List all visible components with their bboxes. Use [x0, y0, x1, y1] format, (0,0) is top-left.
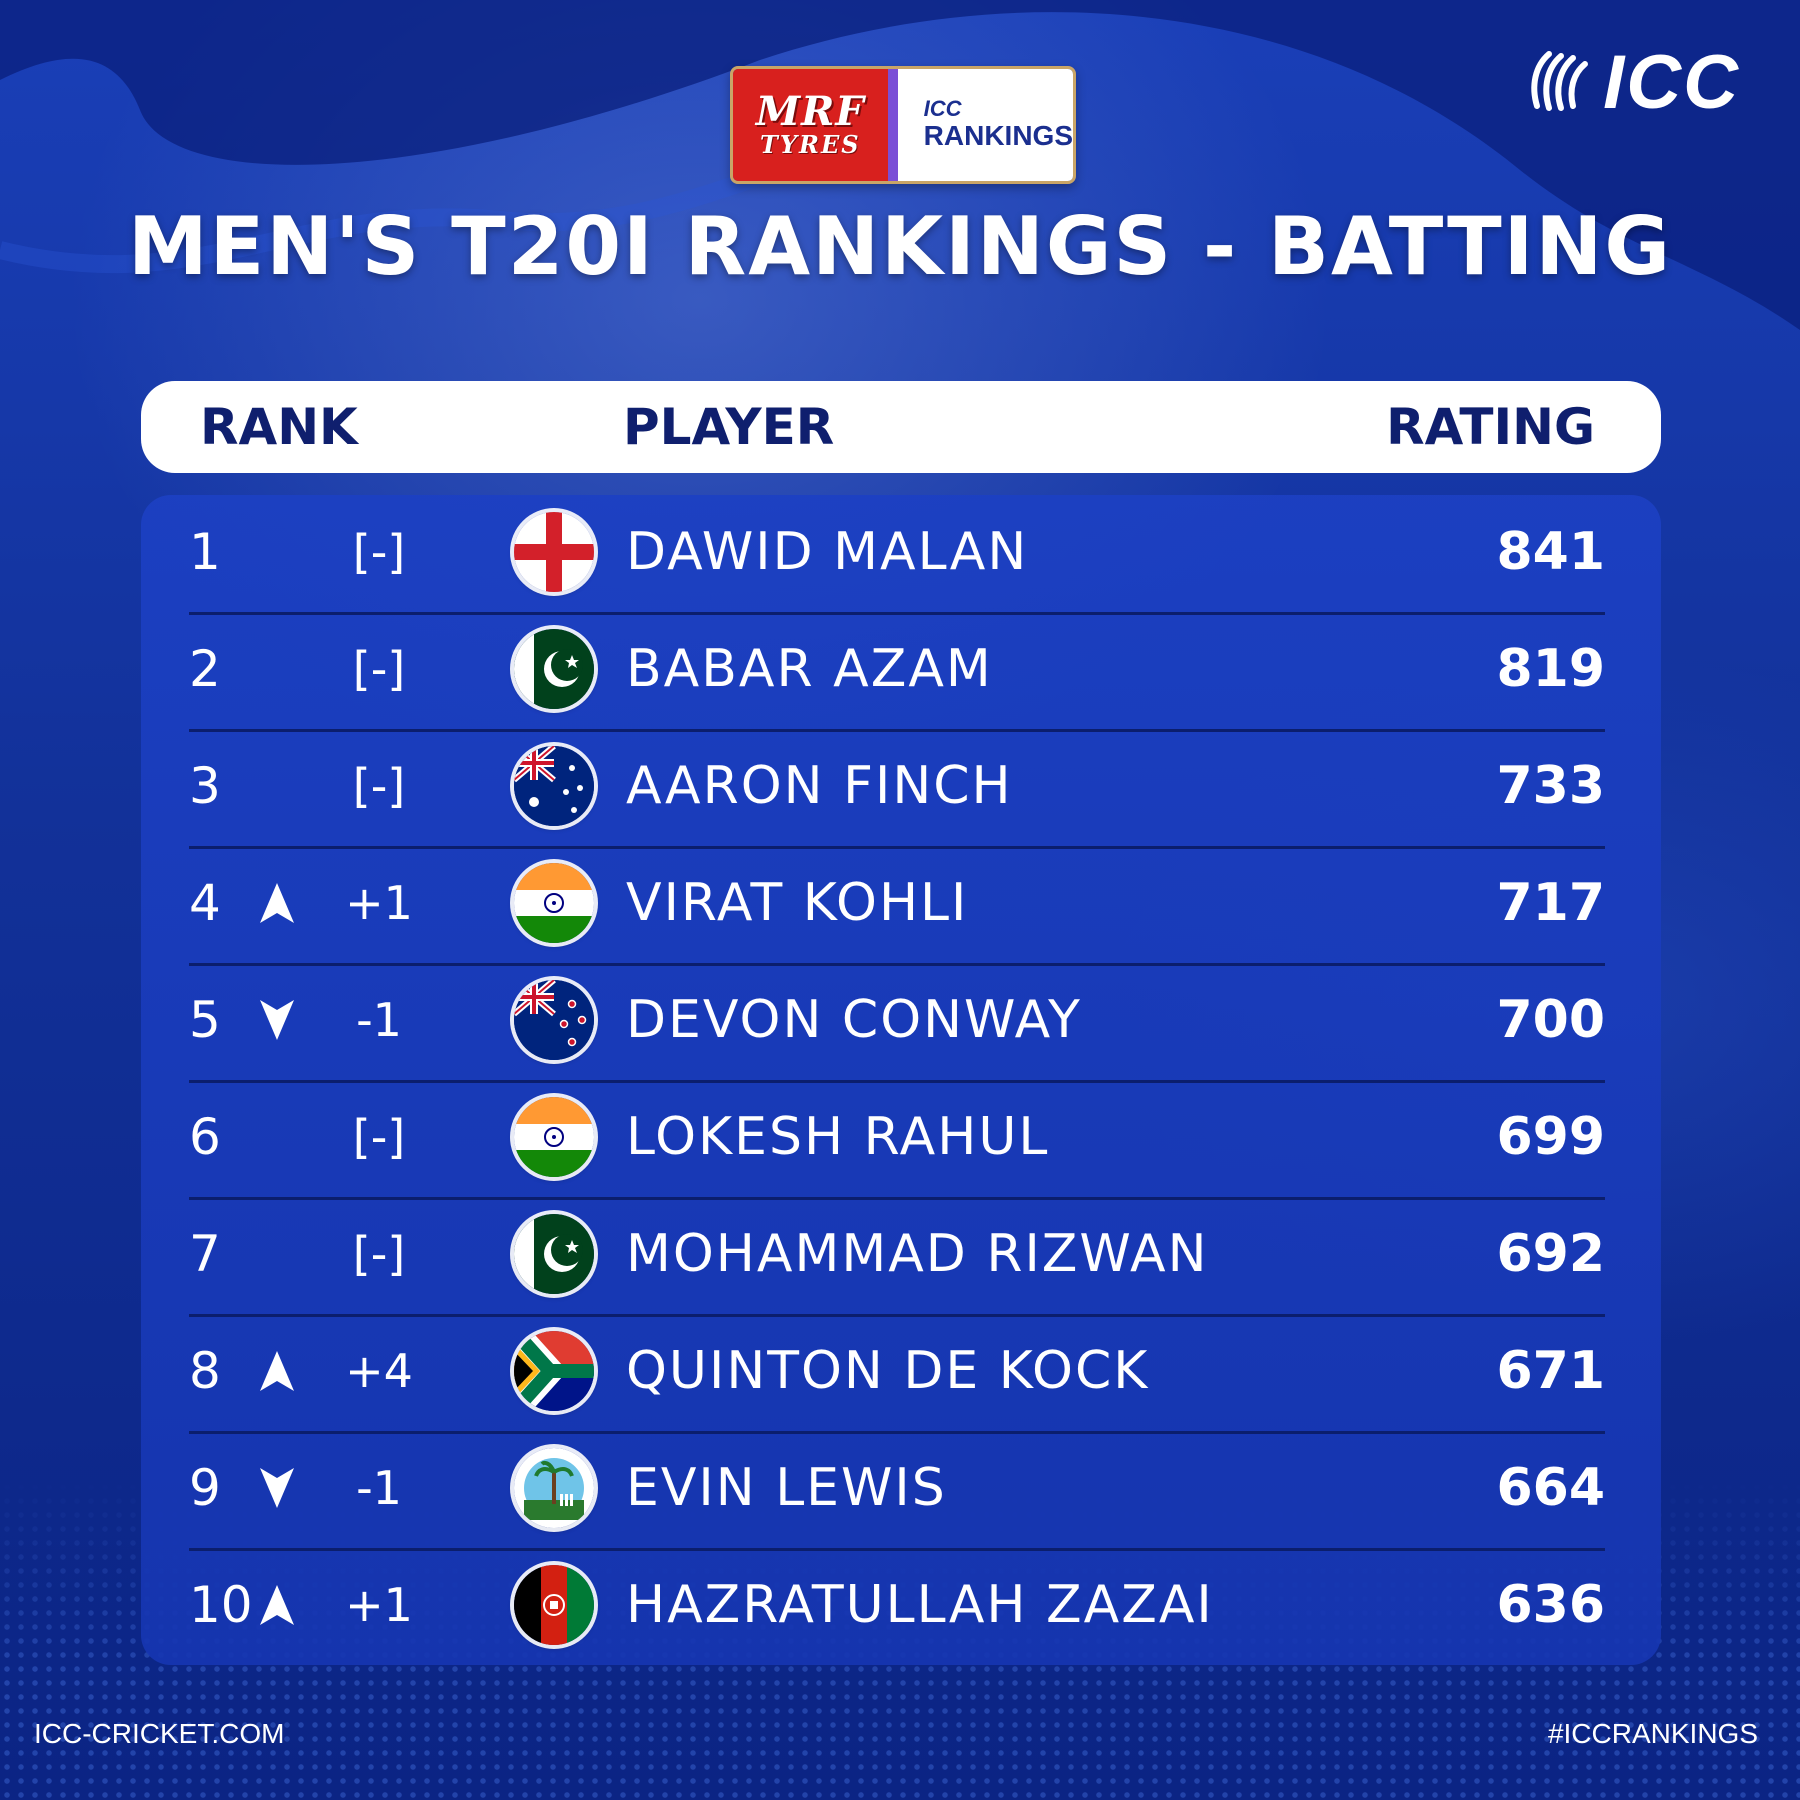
south-africa-flag-icon — [514, 1331, 594, 1411]
rank-value: 4 — [189, 874, 221, 932]
movement-value: [-] — [352, 759, 406, 813]
rank-value: 9 — [189, 1459, 221, 1517]
afghanistan-flag-icon — [514, 1565, 594, 1645]
arrow-up-icon — [259, 1314, 295, 1428]
movement-value: [-] — [352, 642, 406, 696]
rating-value: 699 — [1496, 1107, 1605, 1167]
table-row: 2 [-] BABAR AZAM 819 — [189, 612, 1605, 732]
player-name: AARON FINCH — [626, 756, 1013, 816]
west-indies-flag-icon — [514, 1448, 594, 1528]
icc-logo-text: ICC — [1603, 40, 1740, 125]
rating-value: 700 — [1496, 990, 1605, 1050]
arrow-down-icon — [259, 1431, 295, 1545]
table-row: 5 -1 DEVON CONWAY 700 — [189, 963, 1605, 1083]
rating-value: 692 — [1496, 1224, 1605, 1284]
header-rating: RATING — [1386, 398, 1595, 456]
page-title: MEN'S T20I RANKINGS - BATTING — [127, 200, 1673, 293]
rank-value: 1 — [189, 523, 221, 581]
player-name: HAZRATULLAH ZAZAI — [626, 1575, 1214, 1635]
hashtag-text: #ICCRANKINGS — [1547, 1718, 1758, 1749]
england-flag-icon — [514, 512, 594, 592]
player-name: EVIN LEWIS — [626, 1458, 947, 1518]
rating-value: 636 — [1496, 1575, 1605, 1635]
arrow-up-icon — [259, 846, 295, 960]
sponsor-badge: MRF TYRES ICC RANKINGS — [730, 66, 1076, 184]
table-row: 7 [-] MOHAMMAD RIZWAN 692 — [189, 1197, 1605, 1317]
table-row: 10 +1 HAZRATULLAH ZAZAI 636 — [189, 1548, 1605, 1665]
icc-rankings-small-text: ICC — [923, 96, 962, 121]
movement-value: -1 — [356, 1461, 402, 1515]
icc-logo: ICC — [1523, 40, 1740, 125]
arrow-up-icon — [259, 1548, 295, 1662]
rating-value: 671 — [1496, 1341, 1605, 1401]
australia-flag-icon — [514, 746, 594, 826]
mrf-tyres-logo: MRF TYRES — [733, 69, 888, 181]
header-rank: RANK — [200, 398, 358, 456]
movement-value: [-] — [352, 1110, 406, 1164]
rating-value: 664 — [1496, 1458, 1605, 1518]
rank-value: 7 — [189, 1225, 221, 1283]
movement-value: [-] — [352, 1227, 406, 1281]
new-zealand-flag-icon — [514, 980, 594, 1060]
rankings-text: RANKINGS — [923, 120, 1073, 151]
rating-value: 841 — [1496, 522, 1605, 582]
player-name: LOKESH RAHUL — [626, 1107, 1050, 1167]
rank-value: 5 — [189, 991, 221, 1049]
icc-ball-icon — [1523, 46, 1593, 120]
rank-value: 3 — [189, 757, 221, 815]
table-row: 6 [-] LOKESH RAHUL 699 — [189, 1080, 1605, 1200]
mrf-text: MRF — [755, 88, 865, 135]
rank-value: 6 — [189, 1108, 221, 1166]
movement-value: [-] — [352, 525, 406, 579]
icc-rankings-logo: ICC RANKINGS — [887, 69, 1073, 181]
player-name: VIRAT KOHLI — [626, 873, 969, 933]
player-name: DAWID MALAN — [626, 522, 1029, 582]
table-row: 3 [-] AARON FINCH 733 — [189, 729, 1605, 849]
player-name: BABAR AZAM — [626, 639, 993, 699]
table-row: 4 +1 VIRAT KOHLI 717 — [189, 846, 1605, 966]
rank-value: 8 — [189, 1342, 221, 1400]
rating-value: 819 — [1496, 639, 1605, 699]
india-flag-icon — [514, 863, 594, 943]
india-flag-icon — [514, 1097, 594, 1177]
player-name: QUINTON DE KOCK — [626, 1341, 1150, 1401]
rating-value: 733 — [1496, 756, 1605, 816]
rank-value: 10 — [189, 1576, 253, 1634]
movement-value: -1 — [356, 993, 402, 1047]
table-header: RANK PLAYER RATING — [141, 381, 1661, 473]
movement-value: +1 — [345, 1578, 413, 1632]
movement-value: +1 — [345, 876, 413, 930]
pakistan-flag-icon — [514, 1214, 594, 1294]
tyres-text: TYRES — [760, 130, 861, 159]
table-row: 1 [-] DAWID MALAN 841 — [189, 495, 1605, 615]
table-row: 8 +4 QUINTON DE KOCK 671 — [189, 1314, 1605, 1434]
website-link[interactable]: ICC-CRICKET.COM — [34, 1718, 285, 1749]
rankings-table: 1 [-] DAWID MALAN 841 2 [-] BABAR AZAM 8… — [141, 495, 1661, 1665]
header-player: PLAYER — [623, 398, 835, 456]
table-row: 9 -1 EVIN LEWIS 664 — [189, 1431, 1605, 1551]
player-name: DEVON CONWAY — [626, 990, 1082, 1050]
arrow-down-icon — [259, 963, 295, 1077]
movement-value: +4 — [345, 1344, 413, 1398]
pakistan-flag-icon — [514, 629, 594, 709]
rank-value: 2 — [189, 640, 221, 698]
player-name: MOHAMMAD RIZWAN — [626, 1224, 1209, 1284]
rating-value: 717 — [1496, 873, 1605, 933]
